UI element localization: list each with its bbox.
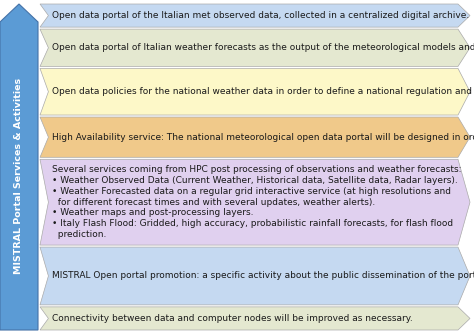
Text: MISTRAL Open portal promotion: a specific activity about the public disseminatio: MISTRAL Open portal promotion: a specifi… [53,272,474,281]
Text: Open data portal of the Italian met observed data, collected in a centralized di: Open data portal of the Italian met obse… [53,11,470,20]
Text: High Availability service: The national meteorological open data portal will be : High Availability service: The national … [53,133,474,142]
Polygon shape [40,29,470,66]
Text: Open data portal of Italian weather forecasts as the output of the meteorologica: Open data portal of Italian weather fore… [53,43,474,52]
Text: MISTRAL Portal Services & Activities: MISTRAL Portal Services & Activities [15,78,24,274]
Polygon shape [40,4,470,27]
Text: Open data policies for the national weather data in order to define a national r: Open data policies for the national weat… [53,87,474,96]
Polygon shape [40,117,470,157]
Polygon shape [40,247,470,305]
Polygon shape [40,159,470,245]
Polygon shape [40,307,470,330]
Polygon shape [40,68,470,115]
Text: Connectivity between data and computer nodes will be improved as necessary.: Connectivity between data and computer n… [53,314,413,323]
Polygon shape [0,4,38,330]
Text: Several services coming from HPC post processing of observations and weather for: Several services coming from HPC post pr… [53,165,462,239]
